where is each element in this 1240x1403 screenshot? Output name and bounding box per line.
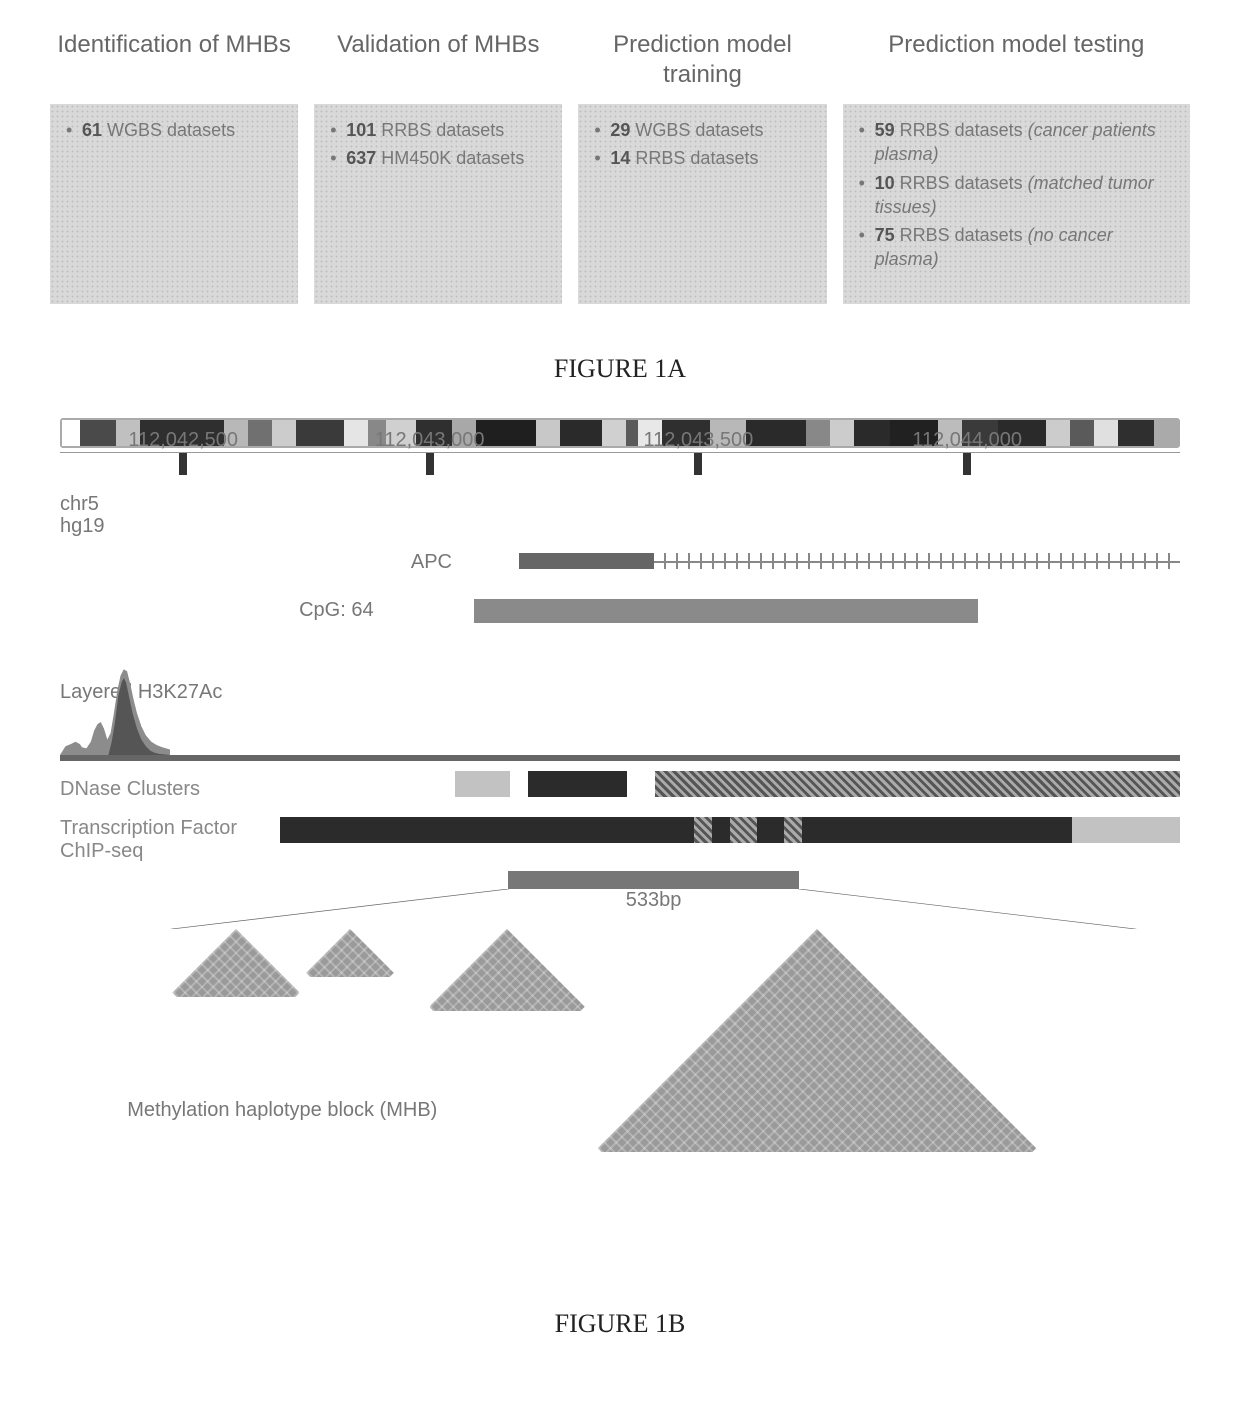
figA-item: 59 RRBS datasets (cancer patients plasma… [857,118,1176,167]
ideogram-band [272,420,296,446]
ideogram-band [746,420,806,446]
ideogram-band [830,420,854,446]
coord-label: 112,043,500 [644,429,754,452]
figA-column-body: 61 WGBS datasets [50,104,298,304]
mhb-triangle [430,929,586,1011]
figA-column-body: 101 RRBS datasets 637 HM450K datasets [314,104,562,304]
figA-column: Prediction model testing 59 RRBS datasets… [843,30,1190,304]
ideogram-band [1070,420,1094,446]
ideogram-band [1154,420,1178,446]
figA-item: 637 HM450K datasets [328,146,548,170]
coord-label: 112,044,000 [912,429,1022,452]
track-segment [280,817,694,843]
ideogram-band [626,420,638,446]
ideogram-band [806,420,830,446]
figure-1b: 112,042,500 112,043,000 112,043,500 112,044… [30,418,1210,1259]
track-segment [1072,817,1180,843]
mhb-span-bar [60,871,1180,889]
figA-item: 29 WGBS datasets [592,118,812,142]
tf-chipseq-bar [280,817,1180,843]
cpg-label: CpG: 64 [299,599,373,622]
track-segment [757,817,784,843]
mhb-fan-lines: 533bp [60,889,1180,929]
ideogram-band [854,420,890,446]
figA-column-title: Prediction model testing [843,30,1190,94]
gene-name-label: APC [411,551,452,574]
track-segment [455,771,509,797]
mhb-bp-label: 533bp [626,889,682,912]
coord-label: 112,043,000 [375,429,485,452]
mhb-triangle-area: Methylation haplotype block (MHB) [60,929,1180,1259]
assembly-label: hg19 [60,515,1180,537]
gene-track: APC [60,545,1180,583]
figA-column-title: Prediction model training [578,30,826,94]
coord-tick [179,453,187,475]
h3k27ac-baseline [60,755,1180,761]
dnase-label: DNase Clusters [60,778,260,801]
track-segment [655,771,1180,797]
mhb-triangle [306,929,394,977]
dnase-row: DNase Clusters [60,771,1180,807]
ideogram-band [1118,420,1154,446]
dnase-bar [274,771,1180,797]
ideogram-band [1094,420,1118,446]
figure-1a: Identification of MHBs 61 WGBS datasets Va… [30,30,1210,304]
figA-item: 10 RRBS datasets (matched tumor tissues) [857,171,1176,220]
figA-item: 101 RRBS datasets [328,118,548,142]
figA-item: 14 RRBS datasets [592,146,812,170]
ideogram-band [1046,420,1070,446]
ideogram-band [602,420,626,446]
figA-column-body: 29 WGBS datasets 14 RRBS datasets [578,104,826,304]
figA-item: 61 WGBS datasets [64,118,284,142]
figA-column-title: Identification of MHBs [50,30,298,94]
track-segment [528,771,628,797]
coord-label: 112,042,500 [128,429,238,452]
tf-chipseq-label-text: Transcription Factor ChIP-seq [60,817,270,863]
figA-column-body: 59 RRBS datasets (cancer patients plasma… [843,104,1190,304]
figA-item: 75 RRBS datasets (no cancer plasma) [857,223,1176,272]
figA-column: Validation of MHBs 101 RRBS datasets 637 H… [314,30,562,304]
tf-chipseq-label: Transcription Factor ChIP-seq [60,817,270,863]
figA-column: Identification of MHBs 61 WGBS datasets [50,30,298,304]
ideogram-band [536,420,560,446]
figA-column-title: Validation of MHBs [314,30,562,94]
coordinate-axis: 112,042,500112,043,000112,043,500112,044… [60,452,1180,503]
figure-1b-caption: FIGURE 1B [30,1309,1210,1339]
coord-tick [426,453,434,475]
h3k27ac-area [60,645,170,755]
track-segment [802,817,1072,843]
mhb-label: Methylation haplotype block (MHB) [127,1099,437,1122]
ideogram-band [296,420,344,446]
h3k27ac-track: Layered H3K27Ac [60,641,1180,761]
ideogram-band [80,420,116,446]
mhb-triangle [598,929,1036,1152]
figure-1a-caption: FIGURE 1A [30,354,1210,384]
ideogram-band [560,420,602,446]
figA-column: Prediction model training 29 WGBS dataset… [578,30,826,304]
track-segment [712,817,730,843]
tf-chipseq-row: Transcription Factor ChIP-seq [60,817,1180,863]
cpg-track: CpG: 64 [60,593,1180,631]
coord-tick [694,453,702,475]
mhb-fan-svg [60,889,1180,929]
ideogram-band [344,420,368,446]
ideogram-band [62,420,80,446]
mhb-triangle [172,929,299,997]
ideogram-band [248,420,272,446]
ideogram-band [476,420,536,446]
coord-tick [963,453,971,475]
